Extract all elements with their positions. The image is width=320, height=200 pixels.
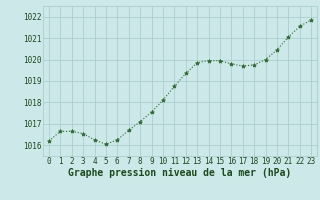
X-axis label: Graphe pression niveau de la mer (hPa): Graphe pression niveau de la mer (hPa) [68,168,292,178]
